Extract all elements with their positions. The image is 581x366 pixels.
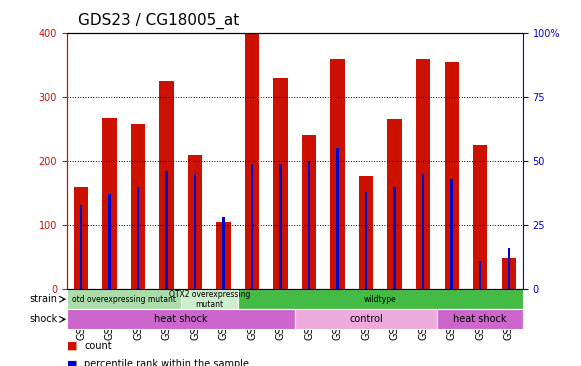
Bar (302, 135, 316, 289)
Text: ■: ■ (67, 341, 77, 351)
Bar (393, 187, 396, 289)
Bar (159, 81, 174, 289)
Text: control: control (349, 314, 383, 324)
Bar (80, 205, 82, 289)
Bar (181, 289, 238, 309)
Text: shock: shock (30, 314, 58, 324)
Text: otd overexpressing mutant: otd overexpressing mutant (72, 295, 176, 304)
Bar (336, 148, 339, 289)
Bar (251, 164, 253, 289)
Bar (137, 187, 139, 289)
Bar (274, 78, 288, 289)
Bar (188, 155, 202, 289)
Bar (308, 161, 310, 289)
Bar (67, 289, 181, 309)
Text: heat shock: heat shock (154, 314, 207, 324)
Bar (416, 59, 431, 289)
Text: strain: strain (30, 294, 58, 304)
Text: ■: ■ (67, 359, 77, 366)
Bar (450, 179, 453, 289)
Bar (74, 187, 88, 289)
Bar (238, 289, 523, 309)
Bar (508, 248, 510, 289)
Bar (194, 174, 196, 289)
Bar (444, 62, 459, 289)
Bar (295, 309, 437, 329)
Bar (388, 119, 401, 289)
Bar (331, 59, 345, 289)
Bar (473, 145, 487, 289)
Bar (501, 258, 516, 289)
Text: count: count (84, 341, 112, 351)
Text: GDS23 / CG18005_at: GDS23 / CG18005_at (78, 13, 240, 29)
Bar (102, 118, 117, 289)
Bar (109, 194, 111, 289)
Bar (131, 124, 145, 289)
Bar (166, 171, 168, 289)
Bar (359, 176, 373, 289)
Bar (365, 192, 367, 289)
Text: heat shock: heat shock (453, 314, 507, 324)
Bar (437, 309, 523, 329)
Bar (279, 164, 282, 289)
Bar (217, 222, 231, 289)
Bar (67, 309, 295, 329)
Bar (422, 174, 424, 289)
Text: wildtype: wildtype (364, 295, 397, 304)
Text: percentile rank within the sample: percentile rank within the sample (84, 359, 249, 366)
Text: OTX2 overexpressing
mutant: OTX2 overexpressing mutant (168, 290, 250, 309)
Bar (479, 261, 481, 289)
Bar (223, 217, 225, 289)
Bar (245, 34, 259, 289)
